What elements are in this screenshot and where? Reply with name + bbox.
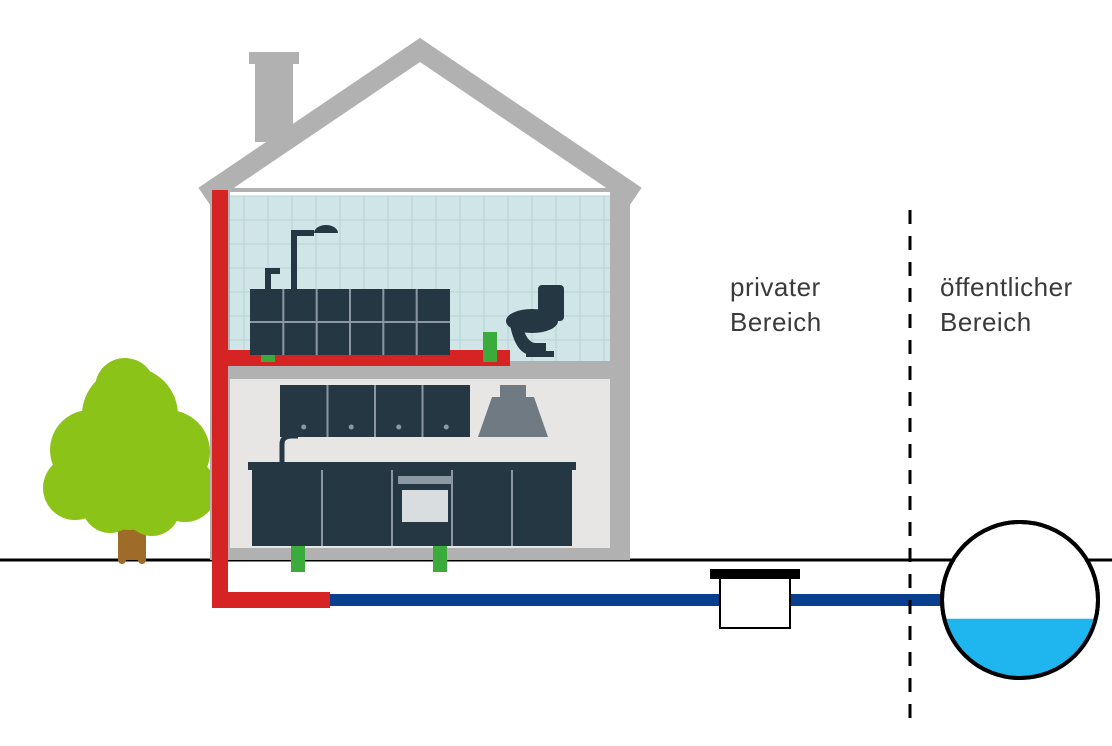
foundation — [210, 548, 630, 560]
label-public: öffentlicher Bereich — [940, 270, 1073, 340]
wall-right — [610, 190, 630, 560]
cab-handle — [396, 425, 401, 430]
label-private: privater Bereich — [730, 270, 822, 340]
oven-window — [402, 490, 448, 522]
oven-panel — [398, 476, 452, 484]
label-private-line2: Bereich — [730, 307, 822, 337]
sewer-water — [944, 619, 1095, 678]
label-private-line1: privater — [730, 272, 821, 302]
tree-foliage — [43, 358, 217, 536]
chimney-cap — [249, 52, 299, 64]
toilet-foot — [526, 351, 554, 357]
cab-handle — [301, 425, 306, 430]
countertop — [248, 462, 576, 470]
cab-handle — [349, 425, 354, 430]
label-public-line1: öffentlicher — [940, 272, 1073, 302]
label-public-line2: Bereich — [940, 307, 1032, 337]
cab-handle — [444, 425, 449, 430]
hood-duct — [500, 385, 526, 399]
chimney — [255, 62, 293, 142]
inspection-cap — [710, 569, 800, 579]
